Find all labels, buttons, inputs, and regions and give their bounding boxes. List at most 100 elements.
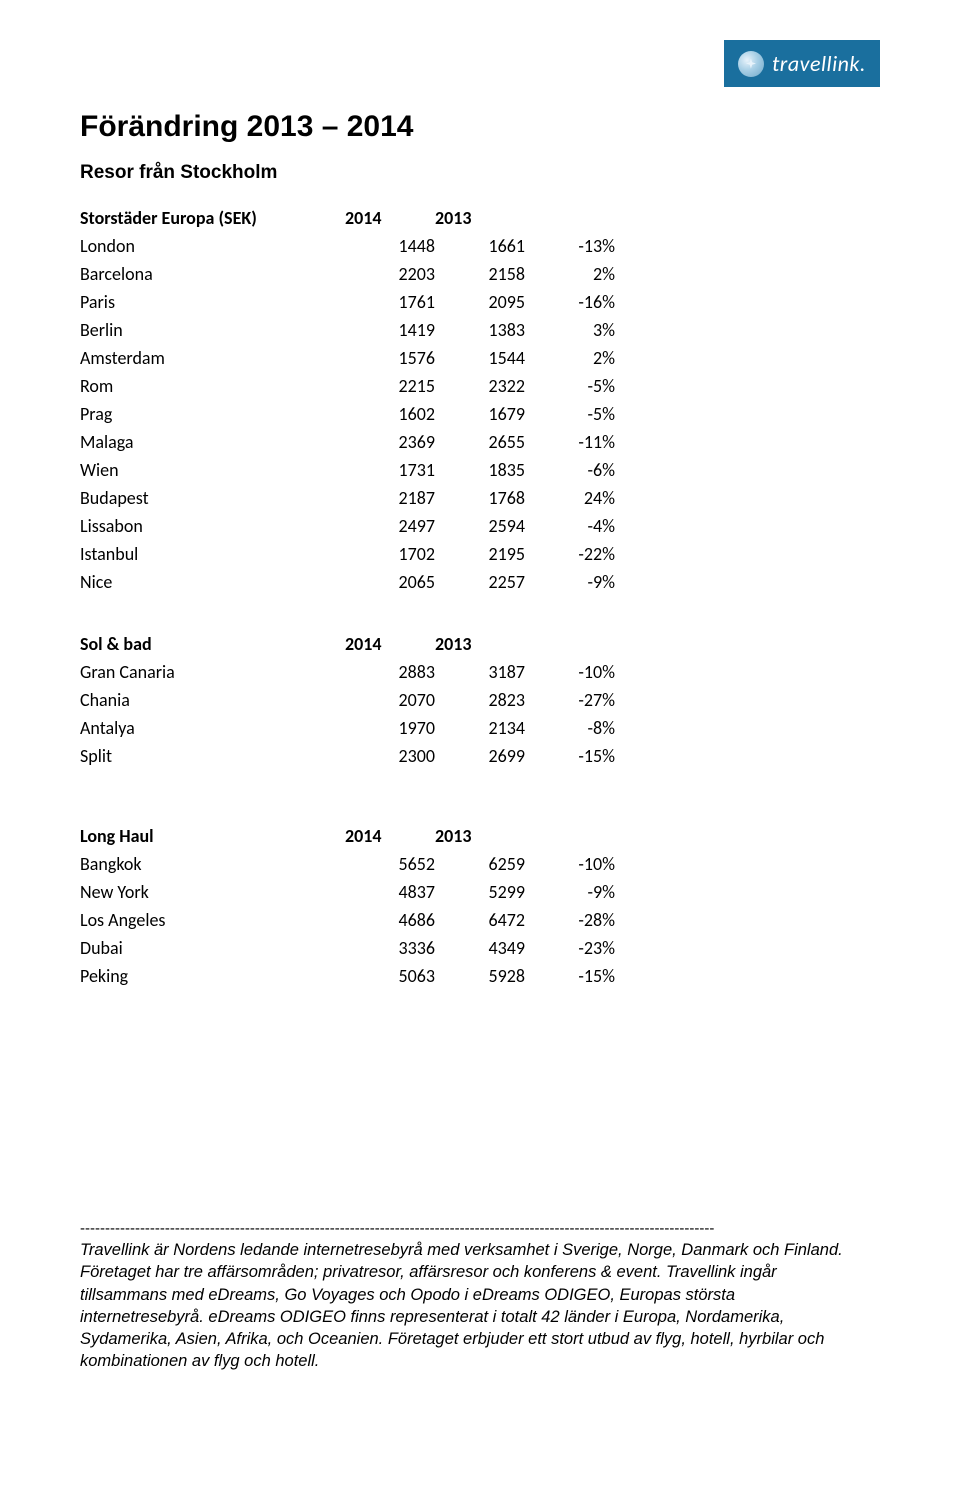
row-label: Dubai	[80, 934, 345, 962]
row-value: 1448	[345, 232, 435, 260]
row-value: 24%	[525, 484, 615, 512]
row-value: 5928	[435, 962, 525, 990]
table-row: Budapest2187176824%	[80, 484, 615, 512]
row-label: Lissabon	[80, 512, 345, 540]
row-value: 2257	[435, 568, 525, 596]
table-row: Wien17311835-6%	[80, 456, 615, 484]
column-header: 2014	[345, 822, 435, 850]
row-value: 5299	[435, 878, 525, 906]
table-row: New York48375299-9%	[80, 878, 615, 906]
row-label: Budapest	[80, 484, 345, 512]
row-value: 2195	[435, 540, 525, 568]
page-title: Förändring 2013 – 2014	[80, 110, 880, 144]
table-row: Lissabon24972594-4%	[80, 512, 615, 540]
table-row: Berlin141913833%	[80, 316, 615, 344]
column-header: Storstäder Europa (SEK)	[80, 204, 345, 232]
row-value: 1383	[435, 316, 525, 344]
brand-logo: travellink.	[724, 40, 880, 87]
row-value: 1576	[345, 344, 435, 372]
table-row: Los Angeles46866472-28%	[80, 906, 615, 934]
row-label: Wien	[80, 456, 345, 484]
table-row: Amsterdam157615442%	[80, 344, 615, 372]
table-row: Paris17612095-16%	[80, 288, 615, 316]
row-value: 2187	[345, 484, 435, 512]
table-row: London14481661-13%	[80, 232, 615, 260]
column-header: Long Haul	[80, 822, 345, 850]
row-value: -22%	[525, 540, 615, 568]
row-value: 1602	[345, 400, 435, 428]
row-label: Berlin	[80, 316, 345, 344]
column-header	[525, 204, 615, 232]
row-value: 2065	[345, 568, 435, 596]
table-row: Nice20652257-9%	[80, 568, 615, 596]
data-table: Storstäder Europa (SEK)20142013London144…	[80, 204, 615, 596]
row-value: 2158	[435, 260, 525, 288]
row-value: -8%	[525, 714, 615, 742]
row-value: 4686	[345, 906, 435, 934]
table-row: Gran Canaria28833187-10%	[80, 658, 615, 686]
table-row: Bangkok56526259-10%	[80, 850, 615, 878]
column-header: Sol & bad	[80, 630, 345, 658]
row-label: Istanbul	[80, 540, 345, 568]
row-label: Barcelona	[80, 260, 345, 288]
table-row: Antalya19702134-8%	[80, 714, 615, 742]
row-value: -10%	[525, 850, 615, 878]
brand-name: travellink.	[772, 50, 866, 77]
table-row: Malaga23692655-11%	[80, 428, 615, 456]
column-header: 2013	[435, 822, 525, 850]
row-value: 3187	[435, 658, 525, 686]
row-label: Amsterdam	[80, 344, 345, 372]
row-value: 2%	[525, 260, 615, 288]
row-value: 2594	[435, 512, 525, 540]
row-value: -15%	[525, 962, 615, 990]
column-header: 2013	[435, 630, 525, 658]
row-value: 2203	[345, 260, 435, 288]
row-label: Paris	[80, 288, 345, 316]
table-row: Rom22152322-5%	[80, 372, 615, 400]
row-value: -4%	[525, 512, 615, 540]
data-table: Sol & bad20142013Gran Canaria28833187-10…	[80, 630, 615, 770]
row-value: 1661	[435, 232, 525, 260]
row-value: 2215	[345, 372, 435, 400]
row-value: -23%	[525, 934, 615, 962]
data-table: Long Haul20142013Bangkok56526259-10%New …	[80, 822, 615, 990]
row-value: -11%	[525, 428, 615, 456]
table-row: Dubai33364349-23%	[80, 934, 615, 962]
table-row: Istanbul17022195-22%	[80, 540, 615, 568]
row-value: -15%	[525, 742, 615, 770]
row-value: -6%	[525, 456, 615, 484]
row-value: 2497	[345, 512, 435, 540]
row-value: 4837	[345, 878, 435, 906]
row-value: 1679	[435, 400, 525, 428]
row-value: 2655	[435, 428, 525, 456]
divider-line: ----------------------------------------…	[80, 1220, 880, 1237]
row-label: Chania	[80, 686, 345, 714]
row-label: Peking	[80, 962, 345, 990]
page-subtitle: Resor från Stockholm	[80, 162, 880, 184]
row-value: 1970	[345, 714, 435, 742]
row-value: 2823	[435, 686, 525, 714]
row-value: 4349	[435, 934, 525, 962]
row-value: 2%	[525, 344, 615, 372]
row-value: 1761	[345, 288, 435, 316]
table-row: Prag16021679-5%	[80, 400, 615, 428]
row-label: Antalya	[80, 714, 345, 742]
row-value: -5%	[525, 400, 615, 428]
row-value: -13%	[525, 232, 615, 260]
row-label: New York	[80, 878, 345, 906]
row-value: -10%	[525, 658, 615, 686]
row-value: -9%	[525, 568, 615, 596]
table-row: Peking50635928-15%	[80, 962, 615, 990]
row-value: 2070	[345, 686, 435, 714]
row-label: Los Angeles	[80, 906, 345, 934]
row-value: 6259	[435, 850, 525, 878]
row-value: -5%	[525, 372, 615, 400]
row-label: Gran Canaria	[80, 658, 345, 686]
row-value: 1702	[345, 540, 435, 568]
row-value: 2134	[435, 714, 525, 742]
row-value: 2300	[345, 742, 435, 770]
row-value: 1835	[435, 456, 525, 484]
column-header	[525, 822, 615, 850]
column-header: 2013	[435, 204, 525, 232]
table-row: Chania20702823-27%	[80, 686, 615, 714]
